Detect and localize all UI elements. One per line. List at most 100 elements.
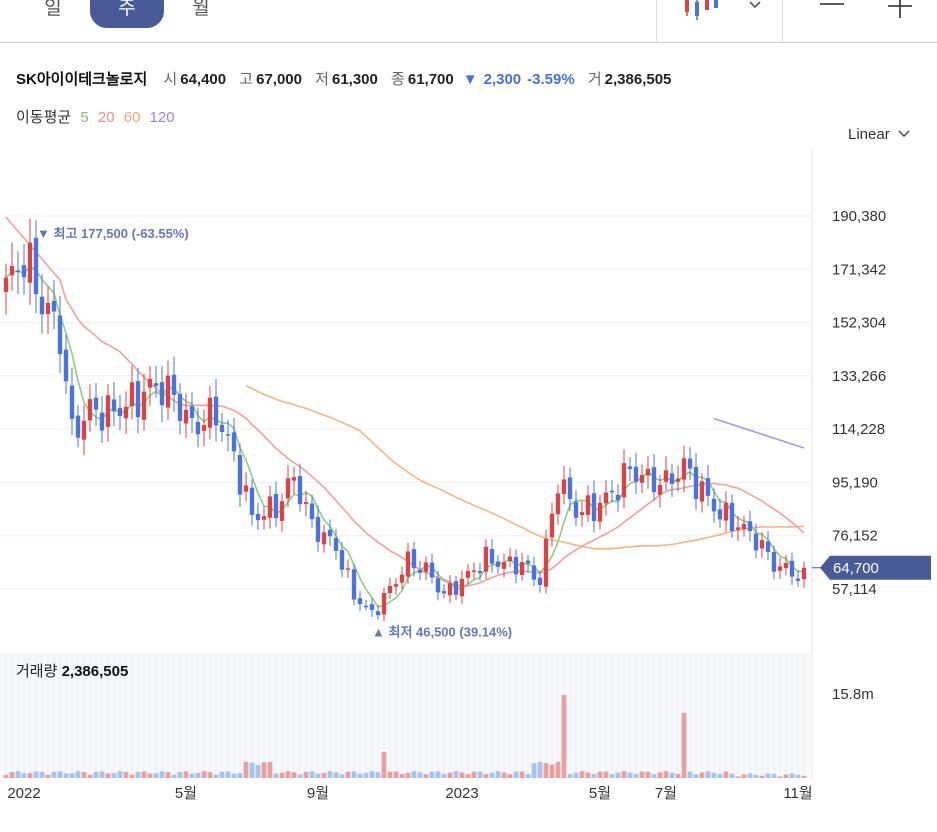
candle-body [561,479,567,495]
candle-body [57,315,63,355]
candle-body [315,516,321,542]
volume-bar [129,774,135,778]
volume-bar [747,773,753,778]
candle-body [267,496,273,518]
volume-bar [537,761,543,778]
volume-bar [453,771,459,778]
x-tick-label: 5월 [175,785,197,802]
candlestick-type-icon[interactable] [680,0,720,22]
volume-bar [687,771,693,778]
volume-bar [777,776,783,778]
candle-body [327,529,333,537]
candle-body [207,397,213,428]
candle-body [213,396,219,426]
volume-bar [93,771,99,778]
candle-body [309,503,315,520]
scale-selector[interactable]: Linear [848,126,910,143]
candle-body [225,434,231,436]
volume-bar [273,773,279,778]
candle-body [759,540,765,549]
volume-bar [243,761,249,778]
volume-bar [159,771,165,778]
chevron-down-icon[interactable] [748,0,762,14]
candle-body [531,565,537,580]
candle-body [729,502,735,532]
toolbar-divider [656,0,657,42]
volume-bar [681,712,687,778]
tab-daily[interactable]: 일 [44,0,62,19]
candle-body [447,583,453,596]
volume-bar [447,772,453,778]
tab-weekly[interactable]: 주 [90,0,164,28]
candle-body [51,300,57,312]
candle-body [555,493,561,515]
candle-body [771,551,777,572]
candle-body [567,477,573,500]
candle-body [765,541,771,552]
candle-body [171,374,177,395]
candle-body [357,598,363,605]
candle-body [543,538,549,587]
volume-bar [249,762,255,778]
candle-body [537,577,543,585]
ma-20-line [5,216,805,587]
candle-body [129,382,135,407]
volume-bar [183,771,189,778]
candle-body [495,561,501,567]
candle-body [429,562,435,578]
candle-body [663,470,669,482]
candle-body [633,466,639,482]
candle-body [717,509,723,520]
candle-body [249,487,255,515]
candle-body [687,458,693,469]
volume-bar [135,771,141,778]
candle-body [507,556,513,562]
volume-bar [495,771,501,778]
candle-body [105,395,111,427]
volume-bar [27,773,33,778]
candle-body [693,466,699,500]
volume-bar [543,763,549,778]
volume-bar [63,773,69,778]
volume-bar [117,771,123,778]
volume-bar [765,773,771,778]
candle-body [285,478,291,499]
high-annotation: ▼ 최고 177,500 (-63.55%) [37,226,189,241]
moving-average-legend[interactable]: 이동평균 5 20 60 120 [16,106,180,127]
candle-body [681,458,687,480]
ma-120-line [713,417,805,449]
volume-bar [729,773,735,778]
volume-bar [327,771,333,778]
scale-label: Linear [848,126,890,143]
volume-bar [591,773,597,778]
volume-bar [627,772,633,778]
tab-monthly[interactable]: 월 [192,0,210,19]
candle-body [339,550,345,570]
zoom-out-icon[interactable] [818,0,846,14]
candle-body [747,521,753,532]
volume-bar [567,774,573,778]
stock-name: SK아이이테크놀로지 [16,71,148,88]
volume-bar [231,773,237,778]
candle-body [243,485,249,492]
candle-body [135,381,141,418]
candle-body [789,560,795,577]
candle-body [345,568,351,570]
zoom-in-icon[interactable] [886,0,914,20]
volume-bar [285,771,291,778]
candle-body [369,604,375,610]
change-percent: -3.59% [527,71,575,88]
candle-body [753,533,759,551]
volume-bar [45,774,51,778]
candle-body [21,265,27,278]
candle-body [15,270,21,272]
volume-bar [147,773,153,778]
volume-bar [615,772,621,778]
candle-body [657,484,663,495]
volume-bar [639,771,645,778]
candle-body [651,467,657,493]
candle-body [453,581,459,595]
volume-bar [477,771,483,778]
volume-bar [105,773,111,778]
